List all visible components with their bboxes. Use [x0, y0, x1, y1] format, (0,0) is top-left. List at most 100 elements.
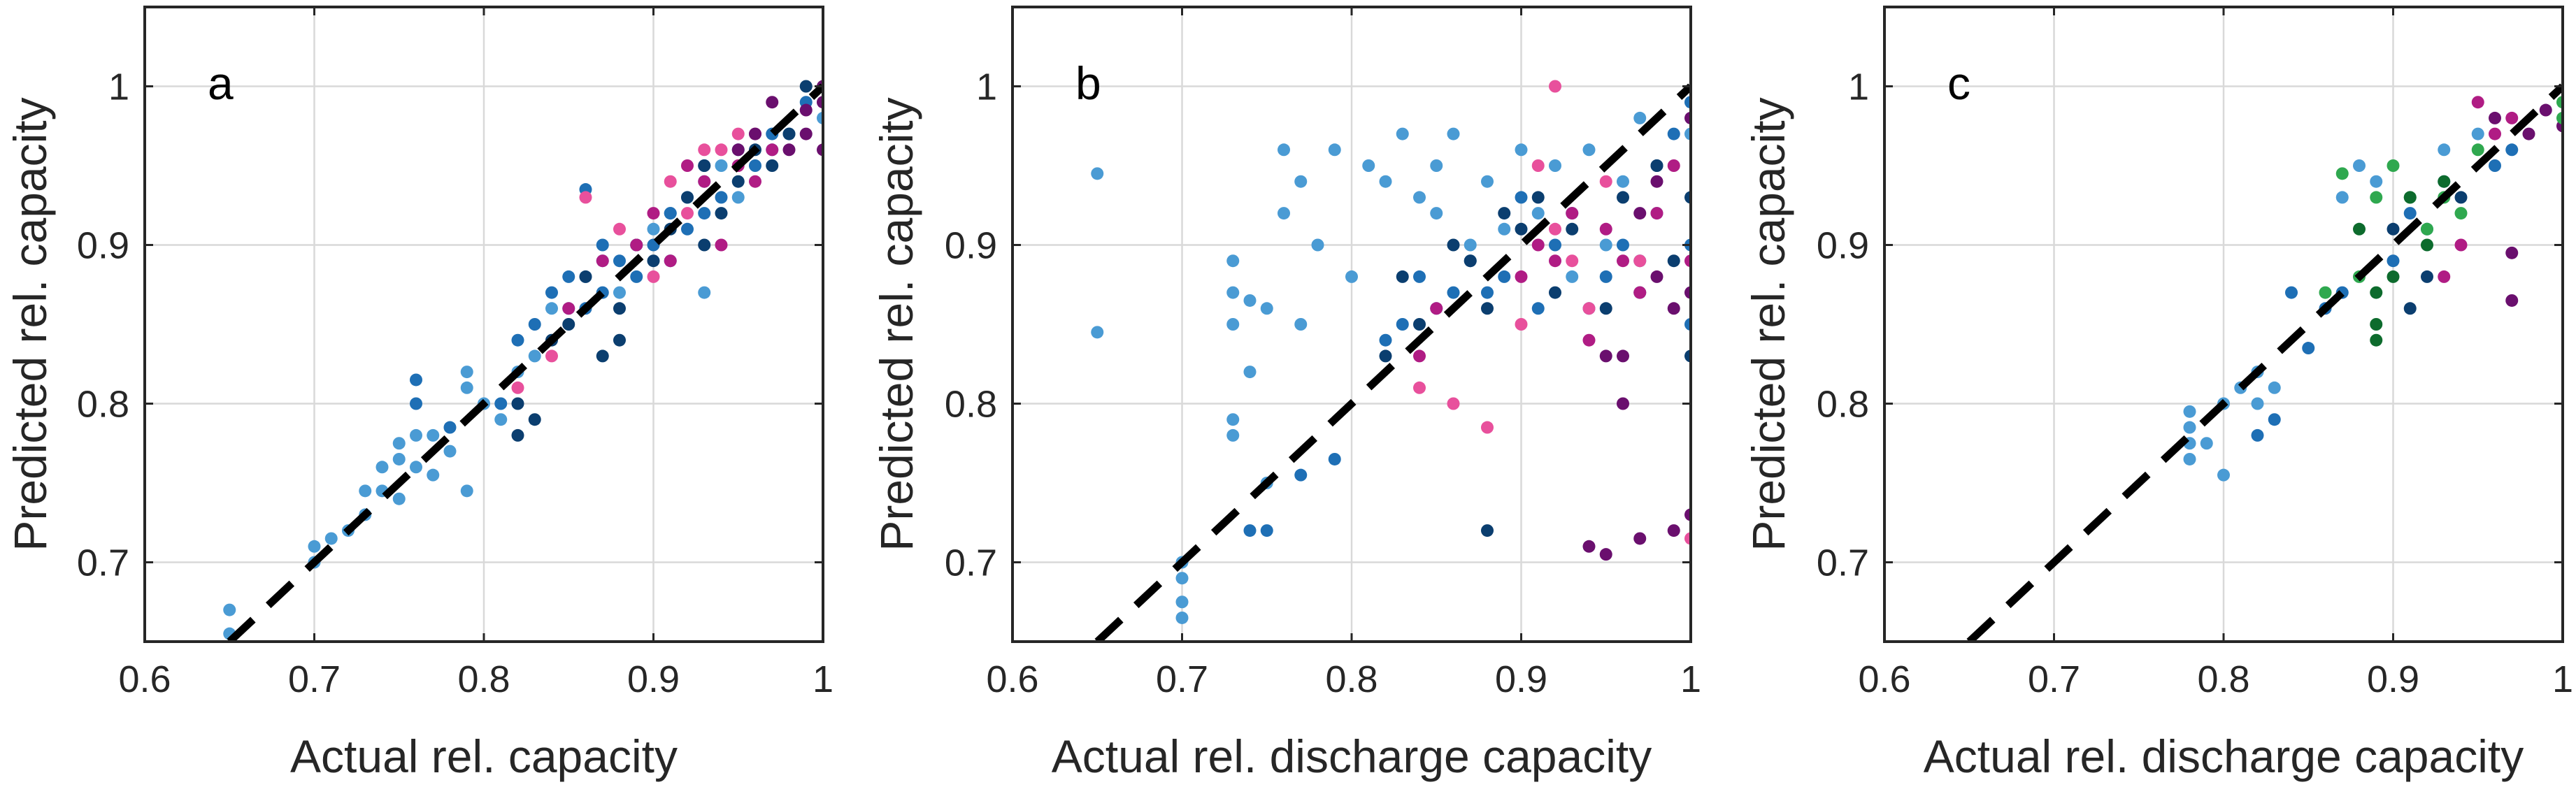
- y-tick-label: 0.8: [1817, 384, 1869, 426]
- y-tick-label: 0.8: [945, 384, 997, 426]
- data-point: [427, 428, 440, 442]
- x-tick-label: 0.6: [986, 658, 1038, 700]
- data-point: [1260, 524, 1273, 537]
- data-point: [1684, 286, 1691, 299]
- data-point: [2421, 238, 2433, 252]
- data-point: [698, 159, 711, 172]
- data-point: [1684, 111, 1691, 124]
- data-point: [1379, 175, 1392, 188]
- y-tick-label: 1: [1848, 66, 1869, 108]
- y-axis-label: Predicted rel. capacity: [871, 97, 922, 551]
- data-point: [1515, 318, 1528, 331]
- data-point: [545, 349, 558, 363]
- data-point: [562, 318, 575, 331]
- panel-a: 0.6 0.7 0.8 0.9 1 0.7 0.8 0.9 1 a Actual rel. capa…: [4, 6, 833, 782]
- data-point: [1617, 397, 1629, 410]
- data-point: [664, 254, 677, 268]
- data-point: [1413, 349, 1426, 363]
- data-point: [799, 80, 813, 93]
- data-point: [1328, 452, 1341, 465]
- data-point: [1464, 238, 1477, 252]
- data-point: [2268, 381, 2281, 394]
- data-point: [731, 175, 745, 188]
- data-point: [1481, 175, 1494, 188]
- data-point: [647, 270, 660, 283]
- data-point: [1667, 159, 1680, 172]
- data-point: [715, 238, 728, 252]
- data-point: [460, 366, 473, 379]
- data-point: [1684, 127, 1691, 140]
- data-point: [1226, 318, 1240, 331]
- panel-letter: a: [208, 57, 234, 109]
- data-point: [494, 397, 508, 410]
- data-point: [1464, 254, 1477, 268]
- data-point: [1617, 349, 1629, 363]
- data-point: [799, 127, 813, 140]
- data-point: [1582, 333, 1596, 347]
- data-point: [2370, 175, 2383, 188]
- x-tick-label: 0.9: [2367, 658, 2419, 700]
- data-point: [1379, 349, 1392, 363]
- data-point: [2268, 413, 2281, 426]
- y-axis-label: Predicted rel. capacity: [4, 97, 56, 551]
- data-point: [2302, 342, 2315, 355]
- data-point: [715, 191, 728, 204]
- data-point: [1684, 191, 1691, 204]
- data-point: [1294, 468, 1308, 482]
- data-point: [782, 127, 796, 140]
- data-point: [1278, 143, 1290, 157]
- data-point: [1243, 524, 1257, 537]
- data-point: [2421, 222, 2433, 236]
- data-point: [1566, 207, 1579, 220]
- data-point: [2505, 111, 2519, 124]
- data-point: [410, 397, 422, 410]
- x-tick-label: 0.7: [288, 658, 341, 700]
- data-point: [1278, 207, 1290, 220]
- data-point: [1294, 175, 1308, 188]
- data-point: [2489, 159, 2501, 172]
- data-point: [630, 270, 643, 283]
- data-point: [410, 373, 422, 387]
- data-point: [392, 492, 406, 505]
- data-point: [1633, 207, 1647, 220]
- data-point: [681, 222, 694, 236]
- plot-area: [223, 80, 823, 642]
- data-point: [1650, 207, 1663, 220]
- data-point: [1294, 318, 1308, 331]
- x-tick-label: 0.7: [1156, 658, 1208, 700]
- y-tick-label: 0.7: [77, 542, 129, 584]
- data-point: [1515, 191, 1528, 204]
- data-point: [1515, 143, 1528, 157]
- data-point: [1684, 349, 1691, 363]
- x-tick-label: 0.6: [1858, 658, 1910, 700]
- data-point: [1684, 254, 1691, 268]
- data-point: [1650, 270, 1663, 283]
- reference-line: [1094, 83, 1691, 642]
- data-point: [731, 191, 745, 204]
- data-point: [1328, 143, 1341, 157]
- data-point: [2454, 191, 2468, 204]
- data-point: [2522, 127, 2535, 140]
- data-point: [1498, 270, 1511, 283]
- data-point: [392, 452, 406, 465]
- x-tick-label: 1: [813, 658, 833, 700]
- data-point: [1091, 167, 1104, 180]
- data-point: [1175, 595, 1189, 609]
- reference-line: [1966, 83, 2563, 642]
- data-point: [1599, 548, 1612, 561]
- data-point: [664, 207, 677, 220]
- data-point: [2539, 103, 2552, 117]
- data-point: [681, 207, 694, 220]
- data-point: [2387, 270, 2400, 283]
- data-point: [1226, 413, 1240, 426]
- data-point: [1599, 238, 1612, 252]
- data-point: [1531, 207, 1545, 220]
- data-point: [1175, 611, 1189, 624]
- data-point: [1430, 207, 1443, 220]
- data-point: [782, 143, 796, 157]
- data-point: [1633, 254, 1647, 268]
- data-point: [460, 484, 473, 498]
- x-tick-label: 0.8: [1325, 658, 1378, 700]
- data-point: [2403, 191, 2417, 204]
- data-point: [1413, 381, 1426, 394]
